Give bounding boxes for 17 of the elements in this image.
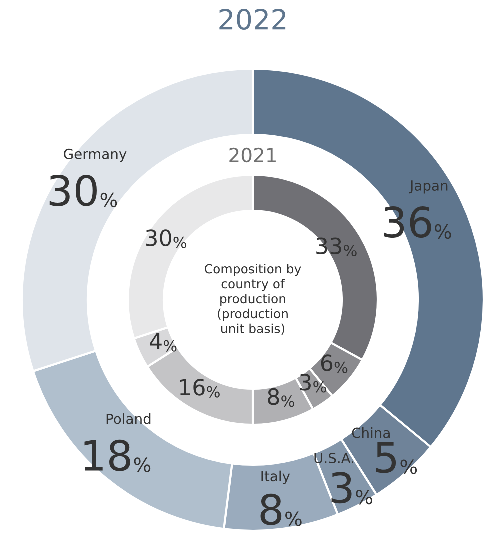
data-label: 3% [332, 472, 373, 505]
slice-label: Germany [64, 148, 127, 162]
data-label: 30% [50, 174, 118, 208]
slice-label: 2022 [220, 9, 286, 30]
data-label: 6% [321, 354, 348, 374]
slice-label: Japan [409, 180, 448, 194]
slice-label: Italy [262, 470, 290, 484]
slice-label: Poland [106, 414, 151, 424]
data-label: 8% [268, 388, 294, 408]
data-label: 4% [150, 333, 177, 352]
data-label: 18% [84, 440, 151, 472]
text: Composition by country of production (production unit basis) [205, 264, 302, 335]
data-label: 8% [260, 494, 302, 526]
data-label: 30% [146, 230, 187, 248]
data-label: 16% [180, 379, 220, 398]
slice-label: 2021 [230, 148, 276, 163]
slice-label: China [352, 428, 390, 438]
